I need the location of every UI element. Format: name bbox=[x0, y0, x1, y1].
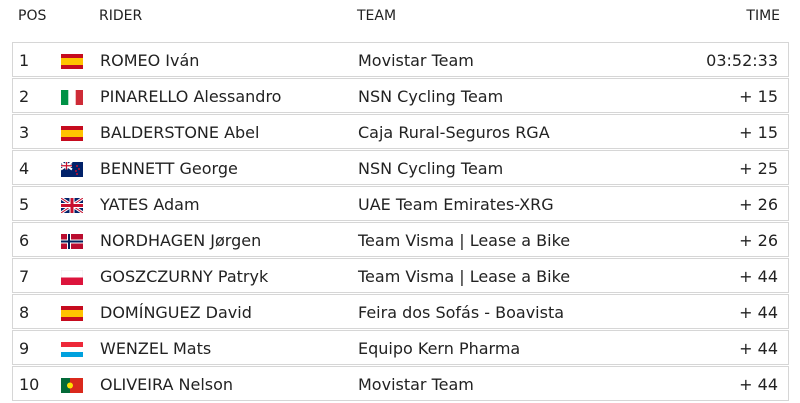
country-flag bbox=[61, 342, 83, 357]
result-row: 10 OLIVEIRA Nelson Movistar Team + 44 bbox=[12, 366, 789, 401]
team-name: NSN Cycling Team bbox=[358, 159, 504, 178]
country-flag bbox=[61, 234, 83, 249]
rider-name: BALDERSTONE Abel bbox=[100, 123, 260, 142]
rider-name: GOSZCZURNY Patryk bbox=[100, 267, 269, 286]
time: + 44 bbox=[739, 375, 778, 394]
rider-name: PINARELLO Alessandro bbox=[100, 87, 282, 106]
header-time: TIME bbox=[746, 8, 780, 24]
country-flag bbox=[61, 306, 83, 321]
time: + 44 bbox=[739, 303, 778, 322]
position: 5 bbox=[19, 195, 30, 214]
rider-name: WENZEL Mats bbox=[100, 339, 212, 358]
time: + 26 bbox=[739, 231, 778, 250]
result-row: 7 GOSZCZURNY Patryk Team Visma | Lease a B… bbox=[12, 258, 789, 293]
team-name: Equipo Kern Pharma bbox=[358, 339, 521, 358]
result-row: 1 ROMEO Iván Movistar Team 03:52:33 bbox=[12, 42, 789, 77]
position: 3 bbox=[19, 123, 30, 142]
team-name: Feira dos Sofás - Boavista bbox=[358, 303, 565, 322]
position: 6 bbox=[19, 231, 30, 250]
result-row: 3 BALDERSTONE Abel Caja Rural-Seguros RGA +… bbox=[12, 114, 789, 149]
rider-name: YATES Adam bbox=[100, 195, 200, 214]
team-name: Movistar Team bbox=[358, 375, 474, 394]
result-row: 8 DOMÍNGUEZ David Feira dos Sofás - Boavis… bbox=[12, 294, 789, 329]
result-row: 2 PINARELLO Alessandro NSN Cycling Team + 1… bbox=[12, 78, 789, 113]
position: 9 bbox=[19, 339, 30, 358]
position: 8 bbox=[19, 303, 30, 322]
result-row: 5 YATES Adam UAE Team Emirates-XRG + 26 bbox=[12, 186, 789, 221]
result-row: 4 BENNETT George NSN Cycling Team + 25 bbox=[12, 150, 789, 185]
time: + 15 bbox=[739, 123, 778, 142]
team-name: Team Visma | Lease a Bike bbox=[358, 231, 571, 250]
rider-name: BENNETT George bbox=[100, 159, 238, 178]
team-name: Caja Rural-Seguros RGA bbox=[358, 123, 550, 142]
time: + 44 bbox=[739, 267, 778, 286]
header-team: TEAM bbox=[357, 8, 397, 24]
rider-name: DOMÍNGUEZ David bbox=[100, 303, 252, 322]
country-flag bbox=[61, 270, 83, 285]
time: + 44 bbox=[739, 339, 778, 358]
position: 2 bbox=[19, 87, 30, 106]
rider-name: NORDHAGEN Jørgen bbox=[100, 231, 262, 250]
country-flag bbox=[61, 378, 83, 393]
time: + 15 bbox=[739, 87, 778, 106]
time: + 25 bbox=[739, 159, 778, 178]
header-rider: RIDER bbox=[99, 8, 143, 24]
time: + 26 bbox=[739, 195, 778, 214]
result-row: 9 WENZEL Mats Equipo Kern Pharma + 44 bbox=[12, 330, 789, 365]
position: 4 bbox=[19, 159, 30, 178]
position: 10 bbox=[19, 375, 40, 394]
team-name: NSN Cycling Team bbox=[358, 87, 504, 106]
country-flag bbox=[61, 126, 83, 141]
time: 03:52:33 bbox=[706, 51, 778, 70]
position: 7 bbox=[19, 267, 30, 286]
rider-name: OLIVEIRA Nelson bbox=[100, 375, 234, 394]
country-flag bbox=[61, 54, 83, 69]
country-flag bbox=[61, 198, 83, 213]
country-flag bbox=[61, 90, 83, 105]
team-name: Team Visma | Lease a Bike bbox=[358, 267, 571, 286]
position: 1 bbox=[19, 51, 30, 70]
header-pos: POS bbox=[18, 8, 47, 24]
country-flag bbox=[61, 162, 83, 177]
rider-name: ROMEO Iván bbox=[100, 51, 200, 70]
team-name: UAE Team Emirates-XRG bbox=[358, 195, 554, 214]
result-row: 6 NORDHAGEN Jørgen Team Visma | Lease a Bi… bbox=[12, 222, 789, 257]
team-name: Movistar Team bbox=[358, 51, 474, 70]
